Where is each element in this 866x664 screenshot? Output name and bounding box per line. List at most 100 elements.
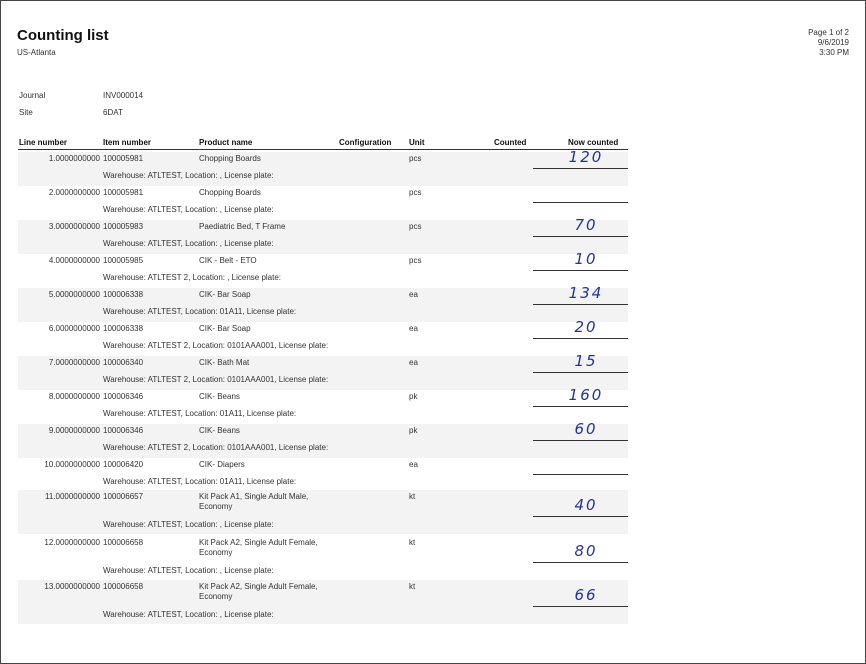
product-name-line2: Economy xyxy=(199,592,233,601)
handwritten-count: 80 xyxy=(574,542,598,560)
handwritten-count: 10 xyxy=(574,250,598,268)
product-name-line2: Economy xyxy=(199,502,233,511)
warehouse-info: Warehouse: ATLTEST 2, Location: 0101AAA0… xyxy=(103,375,329,384)
product-name: CIK- Bath Mat xyxy=(199,358,250,367)
line-number: 7.0000000000 xyxy=(48,358,100,367)
table-row: 10.0000000000 100006420 CIK- Diapers ea Ware… xyxy=(18,458,628,492)
print-date: 9/6/2019 xyxy=(817,38,849,47)
table-row: 7.0000000000 100006340 CIK- Bath Mat ea Ware… xyxy=(18,352,628,390)
now-counted-line[interactable] xyxy=(533,474,628,475)
journal-field: Journal INV000014 xyxy=(19,91,143,100)
journal-value: INV000014 xyxy=(103,91,144,100)
line-number: 6.0000000000 xyxy=(48,324,100,333)
product-name: CIK- Bar Soap xyxy=(199,290,251,299)
table-row: 1.0000000000 100005981 Chopping Boards pcs W… xyxy=(18,148,628,186)
item-number: 100006338 xyxy=(103,290,144,299)
warehouse-info: Warehouse: ATLTEST, Location: , License … xyxy=(103,239,274,248)
item-number: 100006420 xyxy=(103,460,144,469)
now-counted-line[interactable] xyxy=(533,168,628,169)
unit: pcs xyxy=(409,222,422,231)
handwritten-count: 160 xyxy=(568,386,604,404)
col-product-name: Product name xyxy=(199,138,253,147)
product-name: Kit Pack A1, Single Adult Male, xyxy=(199,492,309,501)
product-name: Chopping Boards xyxy=(199,188,261,197)
table-row: 8.0000000000 100006346 CIK- Beans pk Warehou… xyxy=(18,386,628,424)
product-name: Kit Pack A2, Single Adult Female, xyxy=(199,582,318,591)
col-line-number: Line number xyxy=(19,138,68,147)
handwritten-count: 66 xyxy=(574,586,598,604)
item-number: 100006658 xyxy=(103,538,144,547)
line-number: 9.0000000000 xyxy=(48,426,100,435)
handwritten-count: 40 xyxy=(574,496,598,514)
line-number: 12.0000000000 xyxy=(44,538,100,547)
line-number: 5.0000000000 xyxy=(48,290,100,299)
now-counted-line[interactable] xyxy=(533,372,628,373)
warehouse-info: Warehouse: ATLTEST, Location: 01A11, Lic… xyxy=(103,477,297,486)
site-label: Site xyxy=(19,108,33,117)
now-counted-line[interactable] xyxy=(533,236,628,237)
item-number: 100005985 xyxy=(103,256,144,265)
now-counted-line[interactable] xyxy=(533,406,628,407)
now-counted-line[interactable] xyxy=(533,606,628,607)
warehouse-info: Warehouse: ATLTEST, Location: 01A11, Lic… xyxy=(103,409,297,418)
handwritten-count: 134 xyxy=(568,284,604,302)
unit: pk xyxy=(409,426,418,435)
item-number: 100006346 xyxy=(103,392,144,401)
unit: ea xyxy=(409,460,418,469)
item-number: 100006657 xyxy=(103,492,144,501)
table-row: 2.0000000000 100005981 Chopping Boards pcs W… xyxy=(18,186,628,220)
unit: kt xyxy=(409,582,416,591)
item-number: 100005983 xyxy=(103,222,144,231)
page-info: Page 1 of 2 9/6/2019 3:30 PM xyxy=(808,28,849,58)
table-row: 9.0000000000 100006346 CIK- Beans pk Warehou… xyxy=(18,420,628,458)
table-row: 11.0000000000 100006657 Kit Pack A1, Singl… xyxy=(18,490,628,534)
item-number: 100006338 xyxy=(103,324,144,333)
journal-label: Journal xyxy=(19,91,46,100)
product-name-line2: Economy xyxy=(199,548,233,557)
page-title: Counting list xyxy=(17,27,109,44)
line-number: 4.0000000000 xyxy=(48,256,100,265)
line-number: 1.0000000000 xyxy=(48,154,100,163)
item-number: 100006346 xyxy=(103,426,144,435)
warehouse-info: Warehouse: ATLTEST 2, Location: 0101AAA0… xyxy=(103,443,329,452)
col-configuration: Configuration xyxy=(339,138,392,147)
unit: kt xyxy=(409,492,416,501)
warehouse-info: Warehouse: ATLTEST, Location: , License … xyxy=(103,566,274,575)
now-counted-line[interactable] xyxy=(533,338,628,339)
page-number: Page 1 of 2 xyxy=(808,28,849,37)
now-counted-line[interactable] xyxy=(533,562,628,563)
line-number: 2.0000000000 xyxy=(48,188,100,197)
unit: pk xyxy=(409,392,418,401)
line-number: 8.0000000000 xyxy=(48,392,100,401)
now-counted-line[interactable] xyxy=(533,202,628,203)
unit: ea xyxy=(409,358,418,367)
line-number: 13.0000000000 xyxy=(44,582,100,591)
col-unit: Unit xyxy=(409,138,425,147)
item-number: 100006658 xyxy=(103,582,144,591)
now-counted-line[interactable] xyxy=(533,440,628,441)
unit: pcs xyxy=(409,188,422,197)
unit: ea xyxy=(409,290,418,299)
warehouse-info: Warehouse: ATLTEST 2, Location: , Licens… xyxy=(103,273,282,282)
now-counted-line[interactable] xyxy=(533,304,628,305)
line-number: 10.0000000000 xyxy=(44,460,100,469)
warehouse-info: Warehouse: ATLTEST, Location: , License … xyxy=(103,610,274,619)
warehouse-info: Warehouse: ATLTEST, Location: , License … xyxy=(103,520,274,529)
unit: pcs xyxy=(409,154,422,163)
handwritten-count: 120 xyxy=(568,148,604,166)
warehouse-info: Warehouse: ATLTEST, Location: , License … xyxy=(103,205,274,214)
handwritten-count: 60 xyxy=(574,420,598,438)
product-name: CIK- Bar Soap xyxy=(199,324,251,333)
product-name: CIK - Belt - ETO xyxy=(199,256,257,265)
line-number: 3.0000000000 xyxy=(48,222,100,231)
handwritten-count: 20 xyxy=(574,318,598,336)
warehouse-info: Warehouse: ATLTEST, Location: , License … xyxy=(103,171,274,180)
unit: pcs xyxy=(409,256,422,265)
now-counted-line[interactable] xyxy=(533,516,628,517)
table-row: 12.0000000000 100006658 Kit Pack A2, Singl… xyxy=(18,536,628,580)
table-row: 4.0000000000 100005985 CIK - Belt - ETO pcs… xyxy=(18,250,628,288)
now-counted-line[interactable] xyxy=(533,270,628,271)
item-number: 100005981 xyxy=(103,154,144,163)
table-row: 6.0000000000 100006338 CIK- Bar Soap ea Ware… xyxy=(18,318,628,356)
